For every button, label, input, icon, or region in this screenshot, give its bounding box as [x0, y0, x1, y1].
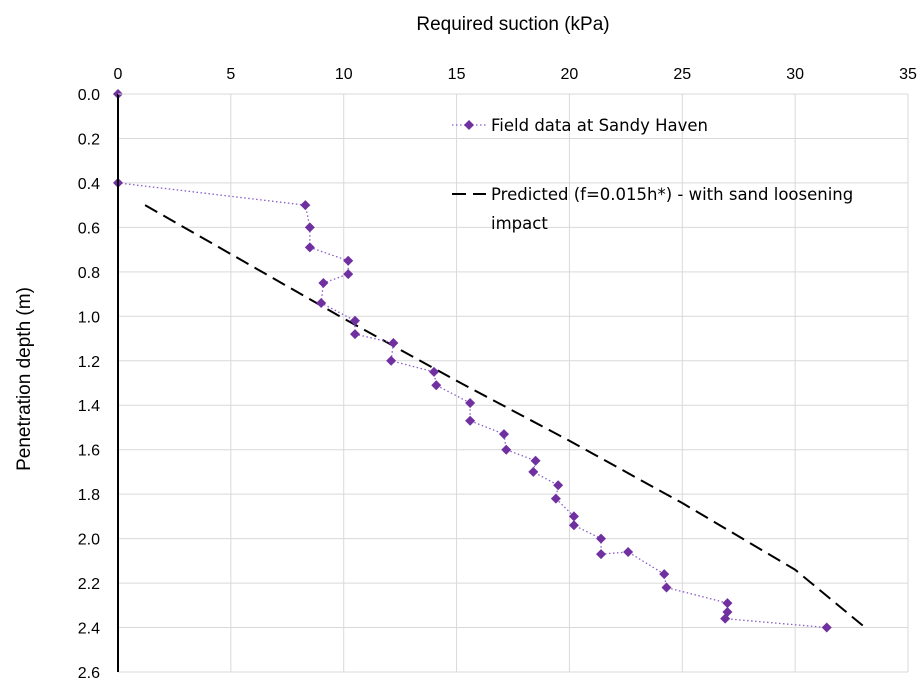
field-data-point — [596, 549, 607, 560]
y-tick-label: 1.8 — [78, 487, 100, 504]
y-tick-label: 2.4 — [78, 621, 100, 638]
x-tick-label: 30 — [786, 66, 804, 83]
field-data-point — [343, 269, 354, 280]
x-tick-label: 0 — [114, 66, 123, 83]
field-data-point — [821, 622, 832, 633]
x-tick-label: 15 — [448, 66, 466, 83]
field-data-point — [623, 546, 634, 557]
field-data-point — [659, 569, 670, 580]
predicted-series-line — [144, 204, 866, 629]
field-data-point — [568, 520, 579, 531]
data-series — [113, 89, 866, 633]
field-data-point — [304, 222, 315, 233]
field-data-point — [465, 415, 476, 426]
field-data-point — [722, 598, 733, 609]
field-data-point — [318, 277, 329, 288]
field-data-point — [386, 355, 397, 366]
field-data-point — [530, 455, 541, 466]
legend-predicted-label: Predicted (f=0.015h*) - with sand loosen… — [491, 185, 853, 204]
x-tick-label: 25 — [673, 66, 691, 83]
legend: Field data at Sandy Haven Predicted (f=0.… — [452, 116, 853, 233]
legend-field-marker — [464, 120, 474, 130]
x-axis-title: Required suction (kPa) — [416, 14, 609, 35]
field-data-point — [300, 200, 311, 211]
y-tick-label: 0.4 — [78, 176, 100, 193]
y-tick-label: 0.6 — [78, 220, 100, 237]
field-data-point — [388, 337, 399, 348]
y-tick-label: 0.2 — [78, 131, 100, 148]
y-tick-label: 2.2 — [78, 576, 100, 593]
tick-labels: 0 5 10 15 20 25 30 35 0.0 0.2 0.4 0.6 0.8 1.0 1.2 1.4 1.… — [78, 66, 917, 682]
y-tick-label: 2.6 — [78, 665, 100, 682]
x-tick-label: 35 — [899, 66, 917, 83]
x-tick-label: 10 — [335, 66, 353, 83]
y-tick-label: 1.4 — [78, 398, 100, 415]
y-axis-title: Penetration depth (m) — [14, 287, 35, 471]
y-tick-label: 2.0 — [78, 532, 100, 549]
field-data-point — [429, 366, 439, 377]
field-data-point — [431, 380, 442, 391]
field-data-point — [568, 511, 579, 522]
field-data-point — [316, 297, 327, 308]
field-data-point — [661, 582, 672, 593]
field-data-point — [350, 329, 360, 340]
field-data-series-line — [117, 94, 827, 629]
x-tick-label: 20 — [561, 66, 579, 83]
field-data-point — [596, 533, 607, 544]
gridlines — [117, 93, 909, 673]
legend-predicted-label-cont: impact — [491, 214, 548, 233]
y-tick-label: 1.0 — [78, 309, 100, 326]
legend-field-label: Field data at Sandy Haven — [491, 116, 708, 135]
field-data-point — [304, 242, 315, 253]
field-data-point — [550, 493, 561, 504]
field-data-point — [528, 466, 539, 477]
y-tick-label: 0.8 — [78, 265, 100, 282]
field-data-point — [350, 315, 360, 326]
field-data-point — [720, 613, 731, 624]
field-data-point — [465, 398, 476, 409]
field-data-point — [343, 255, 354, 266]
y-tick-label: 1.2 — [78, 354, 100, 371]
field-data-point — [501, 444, 512, 455]
y-tick-label: 0.0 — [78, 87, 100, 104]
field-data-point — [498, 429, 509, 440]
x-tick-label: 5 — [226, 66, 235, 83]
y-tick-label: 1.6 — [78, 443, 100, 460]
field-data-point — [553, 480, 564, 491]
